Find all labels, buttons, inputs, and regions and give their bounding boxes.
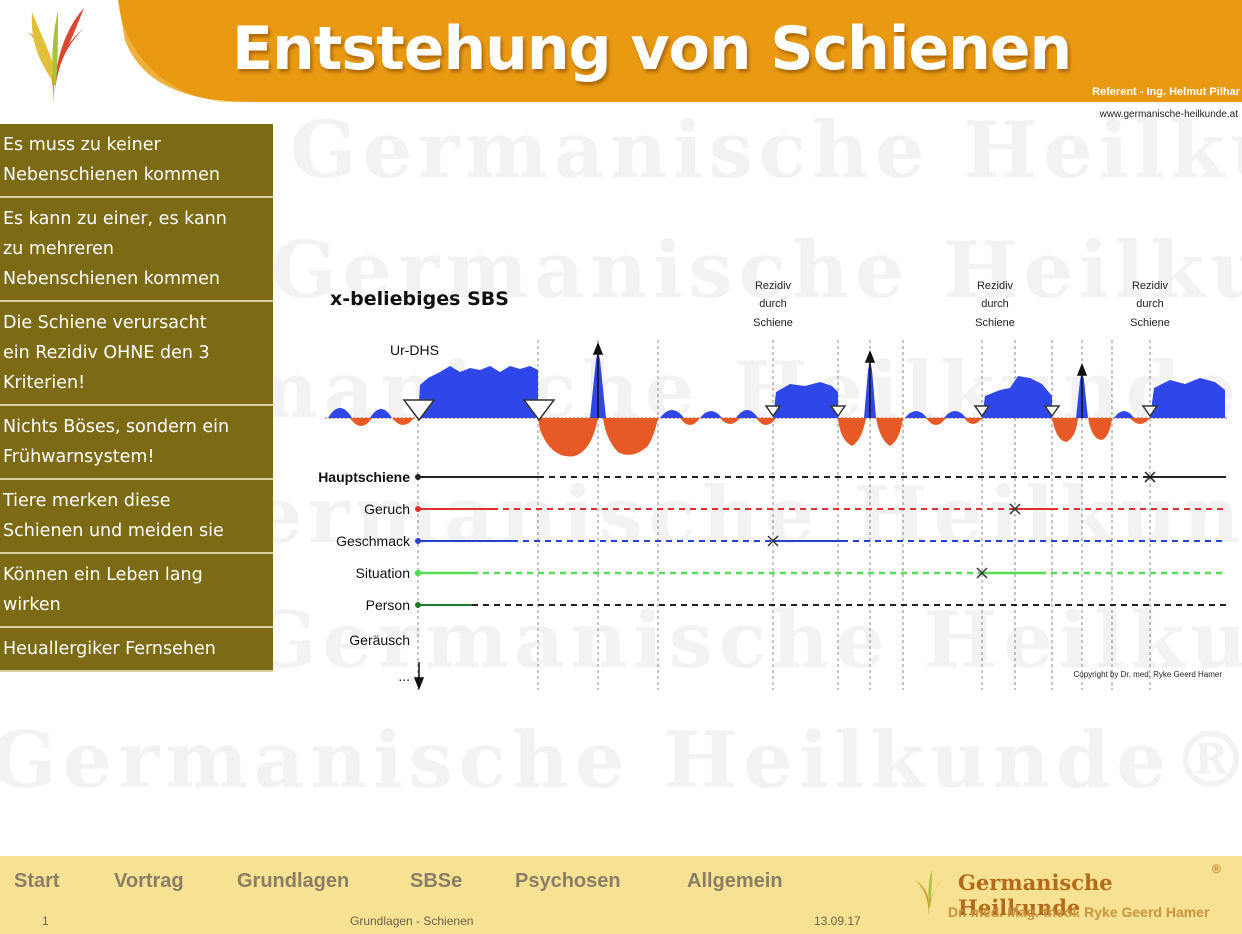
row-label-more: ... [398,668,410,684]
rezidiv-label: Rezidiv [977,280,1014,292]
section-label: Grundlagen - Schienen [350,914,474,928]
row-label-geschmack: Geschmack [336,533,411,549]
rezidiv-label: Rezidiv [755,280,792,292]
nav-start[interactable]: Start [14,870,60,892]
track-person [415,602,1226,608]
nav-allgemein[interactable]: Allgemein [687,870,783,892]
rezidiv-label: Schiene [975,317,1015,329]
footer-logo-icon [915,870,944,916]
crisis-arrows [592,341,1088,418]
sidebar-item-line: Die Schiene verursacht [3,313,207,333]
sidebar-item-line: Heuallergiker Fernsehen [3,639,216,659]
nav-grundlagen[interactable]: Grundlagen [237,870,350,892]
website-link[interactable]: www.germanische-heilkunde.at [1099,109,1238,120]
header-band [118,0,1242,102]
sidebar-item[interactable]: Es muss zu keiner Nebenschienen kommen [0,124,273,198]
date-label: 13.09.17 [814,914,861,928]
sidebar-item-line: Nebenschienen kommen [3,269,220,289]
brand-registered: ® [1212,862,1221,876]
sidebar-item-line: Können ein Leben lang [3,565,203,585]
logo-icon [28,8,84,102]
sidebar-item[interactable]: Nichts Böses, sondern ein Frühwarnsystem… [0,406,273,480]
nav-psychosen[interactable]: Psychosen [515,870,621,892]
sidebar-item-line: Frühwarnsystem! [3,447,155,467]
sidebar-item[interactable]: Heuallergiker Fernsehen [0,628,273,672]
nav-vortrag[interactable]: Vortrag [114,870,184,892]
sidebar-item[interactable]: Es kann zu einer, es kann zu mehreren Ne… [0,198,273,302]
track-situation [414,567,1226,579]
sidebar-item-line: Tiere merken diese [3,491,171,511]
rezidiv-label: durch [759,298,787,310]
row-label-geruch: Geruch [364,501,410,517]
sidebar-item[interactable]: Können ein Leben lang wirken [0,554,273,628]
page-number: 1 [42,914,49,928]
sidebar-item-line: wirken [3,595,61,615]
brand-subtitle: Dr. med. Mag. theol. Ryke Geerd Hamer [948,904,1210,920]
diagram-title: x-beliebiges SBS [330,288,509,310]
sidebar-item-line: zu mehreren [3,239,114,259]
footer-bar: Start Vortrag Grundlagen SBSe Psychosen … [0,856,1242,934]
page-title: Entstehung von Schienen [232,14,1072,84]
rezidiv-label: Schiene [753,317,793,329]
rezidiv-label: Rezidiv [1132,280,1169,292]
sidebar-item-line: Es muss zu keiner [3,135,161,155]
copyright-text: Copyright by Dr. med. Ryke Geerd Hamer [1074,670,1223,679]
ur-dhs-label: Ur-DHS [390,342,439,358]
rezidiv-label: durch [981,298,1009,310]
guide-lines [417,340,1151,690]
sidebar-item-line: Nebenschienen kommen [3,165,220,185]
track-geschmack [415,535,1226,547]
nav-sbse[interactable]: SBSe [410,870,463,892]
track-hauptschiene [415,471,1226,483]
sidebar-item[interactable]: Die Schiene verursacht ein Rezidiv OHNE … [0,302,273,406]
row-label-person: Person [366,597,410,613]
rezidiv-label: durch [1136,298,1164,310]
more-arrow [413,662,425,691]
referent-text: Referent - Ing. Helmut Pilhar [1092,86,1240,98]
sidebar-item-line: Kriterien! [3,373,86,393]
sidebar-item-line: Es kann zu einer, es kann [3,209,227,229]
sidebar-item-line: Nichts Böses, sondern ein [3,417,230,437]
sidebar: Es muss zu keiner Nebenschienen kommen E… [0,124,273,672]
vagotonia-phases [350,418,1150,457]
row-label-situation: Situation [356,565,410,581]
sbs-diagram: x-beliebiges SBS Ur-DHS Rezidiv durch Sc… [318,280,1228,691]
track-geruch [415,503,1226,515]
brand-name: Germanische Heilkunde [958,870,1113,920]
row-label-geraeusch: Geräusch [349,632,410,648]
watermark-line: Germanische Heilkunde® [0,715,1242,806]
rezidiv-label: Schiene [1130,317,1170,329]
sidebar-item[interactable]: Tiere merken diese Schienen und meiden s… [0,480,273,554]
dhs-markers [402,399,1159,422]
row-label-hauptschiene: Hauptschiene [318,469,410,485]
sidebar-item-line: ein Rezidiv OHNE den 3 [3,343,210,363]
sidebar-item-line: Schienen und meiden sie [3,521,224,541]
